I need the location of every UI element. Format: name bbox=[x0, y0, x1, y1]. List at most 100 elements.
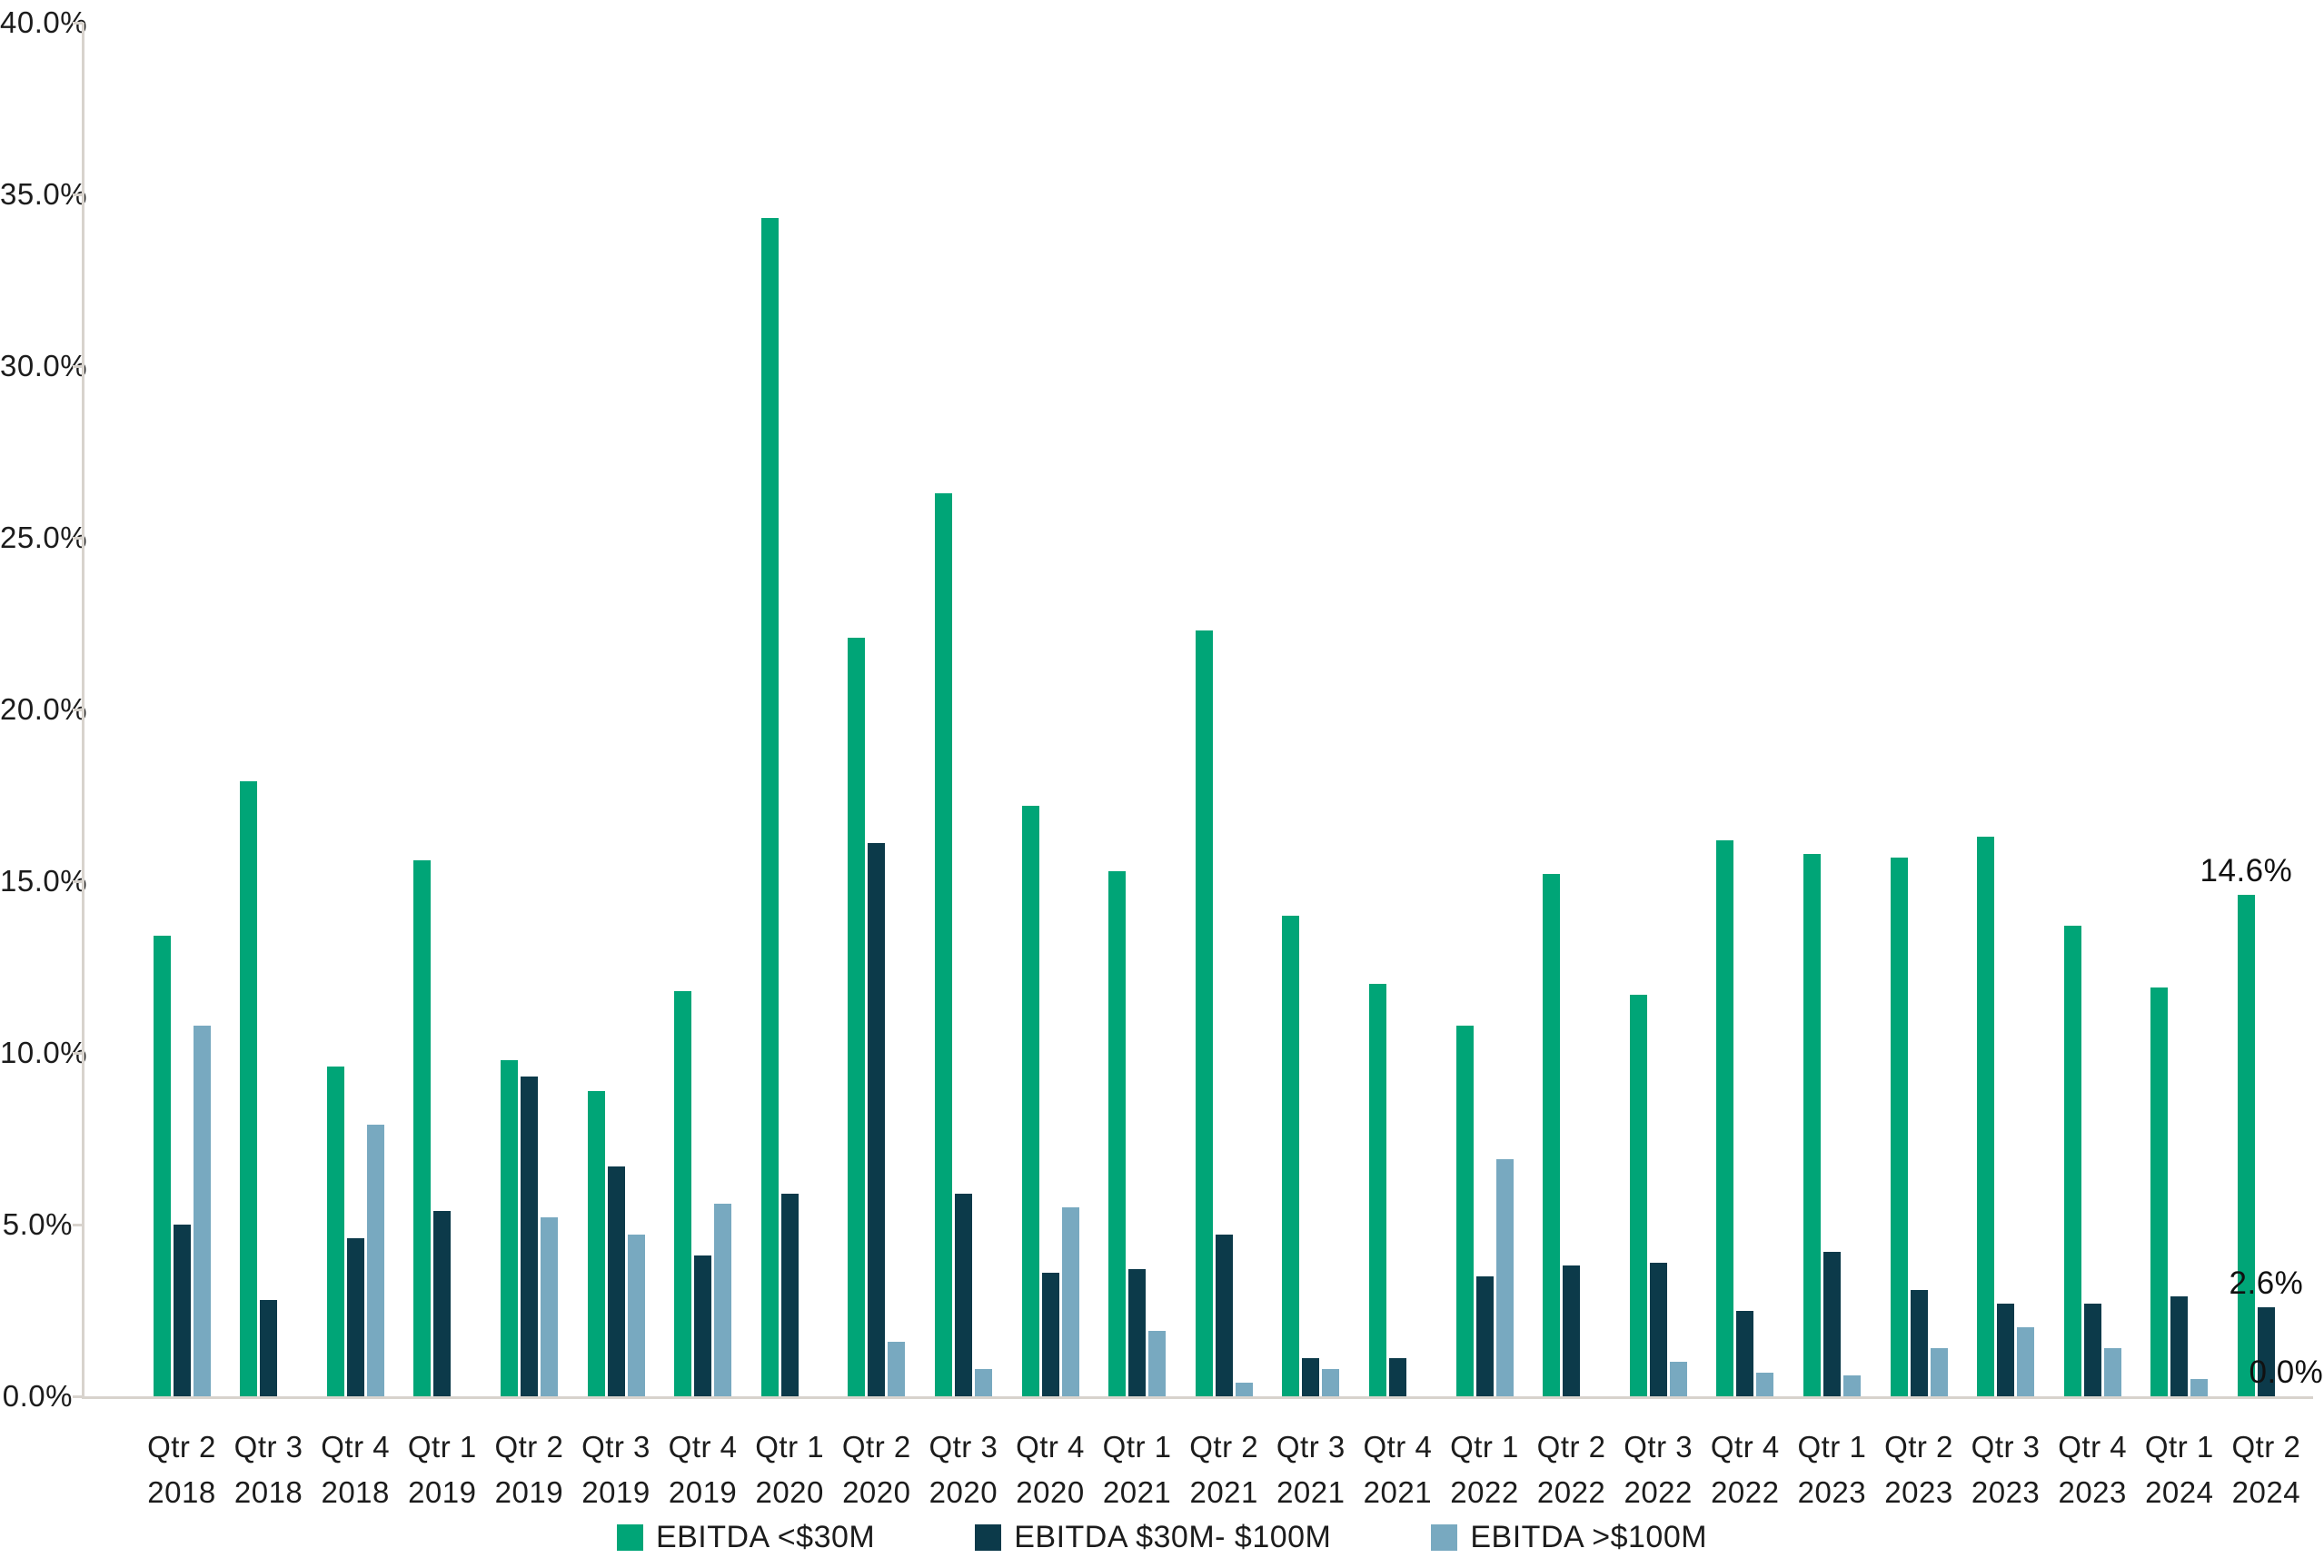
y-axis-tick-mark bbox=[73, 880, 84, 883]
bar-ebitda-100m bbox=[193, 1025, 211, 1396]
bar-ebitda-100m bbox=[1842, 1375, 1861, 1396]
x-label-year: 2018 bbox=[147, 1475, 216, 1509]
bar-ebitda-30m bbox=[240, 781, 258, 1396]
x-label-year: 2024 bbox=[2231, 1475, 2301, 1509]
legend-label: EBITDA >$100M bbox=[1470, 1520, 1708, 1554]
data-label: 0.0% bbox=[2249, 1355, 2324, 1390]
x-label-year: 2020 bbox=[1016, 1475, 1085, 1509]
legend: EBITDA <$30M EBITDA $30M- $100M EBITDA >$1… bbox=[0, 1520, 2324, 1555]
x-label-quarter: Qtr 2 bbox=[841, 1430, 911, 1464]
bar-ebitda-30m bbox=[1021, 805, 1039, 1396]
bar-ebitda-100m bbox=[1495, 1159, 1514, 1396]
bar-ebitda-30m-100m bbox=[780, 1193, 799, 1396]
bar-ebitda-100m bbox=[974, 1368, 992, 1396]
x-axis-category-label: Qtr 2 2024 bbox=[2202, 1424, 2324, 1515]
bar-ebitda-30m bbox=[1455, 1025, 1474, 1396]
x-label-quarter: Qtr 2 bbox=[1536, 1430, 1606, 1464]
x-label-quarter: Qtr 4 bbox=[2058, 1430, 2128, 1464]
x-axis-category-label: Qtr 3 2018 bbox=[205, 1424, 333, 1515]
x-label-year: 2022 bbox=[1624, 1475, 1693, 1509]
x-label-year: 2022 bbox=[1450, 1475, 1519, 1509]
bar-ebitda-30m bbox=[413, 860, 432, 1396]
x-label-year: 2021 bbox=[1189, 1475, 1258, 1509]
x-label-year: 2019 bbox=[494, 1475, 564, 1509]
bar-ebitda-30m-100m bbox=[1388, 1358, 1406, 1396]
y-axis-tick-mark bbox=[73, 194, 84, 196]
x-label-quarter: Qtr 1 bbox=[755, 1430, 825, 1464]
x-label-year: 2018 bbox=[233, 1475, 303, 1509]
bar-ebitda-30m-100m bbox=[1649, 1262, 1667, 1396]
data-label: 14.6% bbox=[2200, 853, 2293, 889]
x-axis-category-label: Qtr 4 2022 bbox=[1682, 1424, 1809, 1515]
x-axis-line bbox=[82, 1396, 2313, 1399]
bar-ebitda-100m bbox=[2017, 1327, 2035, 1396]
x-label-year: 2020 bbox=[929, 1475, 998, 1509]
legend-label: EBITDA <$30M bbox=[655, 1520, 876, 1554]
bar-ebitda-30m bbox=[1543, 874, 1561, 1396]
x-label-quarter: Qtr 1 bbox=[1797, 1430, 1867, 1464]
x-axis-category-label: Qtr 2 2019 bbox=[465, 1424, 592, 1515]
y-axis-tick-label: 25.0% bbox=[0, 521, 88, 554]
x-label-year: 2023 bbox=[1884, 1475, 1953, 1509]
x-axis-category-label: Qtr 1 2022 bbox=[1421, 1424, 1548, 1515]
x-label-quarter: Qtr 1 bbox=[407, 1430, 477, 1464]
y-axis-tick-label: 15.0% bbox=[0, 864, 88, 898]
x-label-quarter: Qtr 3 bbox=[929, 1430, 998, 1464]
y-axis-tick-label: 0.0% bbox=[2, 1379, 73, 1413]
bar-ebitda-100m bbox=[714, 1204, 732, 1396]
x-axis-category-label: Qtr 4 2021 bbox=[1334, 1424, 1461, 1515]
bar-ebitda-30m bbox=[1803, 853, 1821, 1396]
x-axis-category-label: Qtr 2 2022 bbox=[1508, 1424, 1635, 1515]
x-axis-category-label: Qtr 4 2019 bbox=[640, 1424, 767, 1515]
x-label-year: 2022 bbox=[1711, 1475, 1780, 1509]
bar-ebitda-30m bbox=[1195, 630, 1213, 1396]
bar-ebitda-30m-100m bbox=[1302, 1358, 1320, 1396]
bar-ebitda-100m bbox=[1930, 1348, 1948, 1396]
x-label-year: 2024 bbox=[2145, 1475, 2214, 1509]
bar-ebitda-30m bbox=[1977, 836, 1995, 1396]
x-axis-category-label: Qtr 3 2023 bbox=[1942, 1424, 2070, 1515]
x-axis-category-label: Qtr 1 2019 bbox=[379, 1424, 506, 1515]
x-label-quarter: Qtr 2 bbox=[2231, 1430, 2301, 1464]
x-axis-category-label: Qtr 3 2020 bbox=[899, 1424, 1027, 1515]
y-axis-tick-mark bbox=[73, 1224, 84, 1226]
x-label-quarter: Qtr 3 bbox=[1971, 1430, 2041, 1464]
bar-ebitda-100m bbox=[1756, 1372, 1774, 1396]
x-axis-category-label: Qtr 1 2020 bbox=[726, 1424, 853, 1515]
bar-ebitda-30m-100m bbox=[694, 1255, 712, 1396]
x-axis-category-label: Qtr 3 2019 bbox=[552, 1424, 680, 1515]
y-axis-tick-mark bbox=[73, 537, 84, 540]
bar-ebitda-30m-100m bbox=[433, 1210, 452, 1396]
x-label-year: 2020 bbox=[755, 1475, 824, 1509]
x-label-quarter: Qtr 3 bbox=[1276, 1430, 1346, 1464]
x-label-quarter: Qtr 2 bbox=[147, 1430, 216, 1464]
bar-ebitda-30m bbox=[760, 218, 779, 1396]
x-label-quarter: Qtr 4 bbox=[321, 1430, 391, 1464]
x-axis-category-label: Qtr 2 2018 bbox=[118, 1424, 245, 1515]
bar-ebitda-30m bbox=[1108, 870, 1127, 1396]
x-label-quarter: Qtr 1 bbox=[2144, 1430, 2214, 1464]
x-label-year: 2023 bbox=[1797, 1475, 1867, 1509]
y-axis-tick-mark bbox=[73, 365, 84, 368]
bar-ebitda-100m bbox=[1061, 1207, 1079, 1396]
x-label-quarter: Qtr 2 bbox=[1884, 1430, 1953, 1464]
bar-ebitda-30m-100m bbox=[346, 1238, 364, 1396]
bar-ebitda-30m-100m bbox=[1475, 1275, 1494, 1396]
bar-ebitda-100m bbox=[2190, 1379, 2209, 1396]
x-label-quarter: Qtr 3 bbox=[1624, 1430, 1693, 1464]
x-label-quarter: Qtr 2 bbox=[1189, 1430, 1259, 1464]
y-axis-tick-mark bbox=[73, 709, 84, 711]
x-axis-category-label: Qtr 1 2023 bbox=[1768, 1424, 1895, 1515]
bar-ebitda-30m bbox=[2063, 926, 2081, 1396]
x-axis-category-label: Qtr 2 2021 bbox=[1160, 1424, 1287, 1515]
y-axis-tick-label: 20.0% bbox=[0, 692, 88, 726]
bar-ebitda-30m bbox=[934, 492, 952, 1396]
bar-ebitda-100m bbox=[1322, 1368, 1340, 1396]
bar-ebitda-30m bbox=[1282, 915, 1300, 1396]
bar-ebitda-30m-100m bbox=[173, 1225, 191, 1396]
x-axis-category-label: Qtr 2 2023 bbox=[1855, 1424, 1982, 1515]
x-label-quarter: Qtr 1 bbox=[1102, 1430, 1172, 1464]
bar-ebitda-30m-100m bbox=[1822, 1252, 1841, 1396]
data-label: 2.6% bbox=[2229, 1265, 2304, 1301]
